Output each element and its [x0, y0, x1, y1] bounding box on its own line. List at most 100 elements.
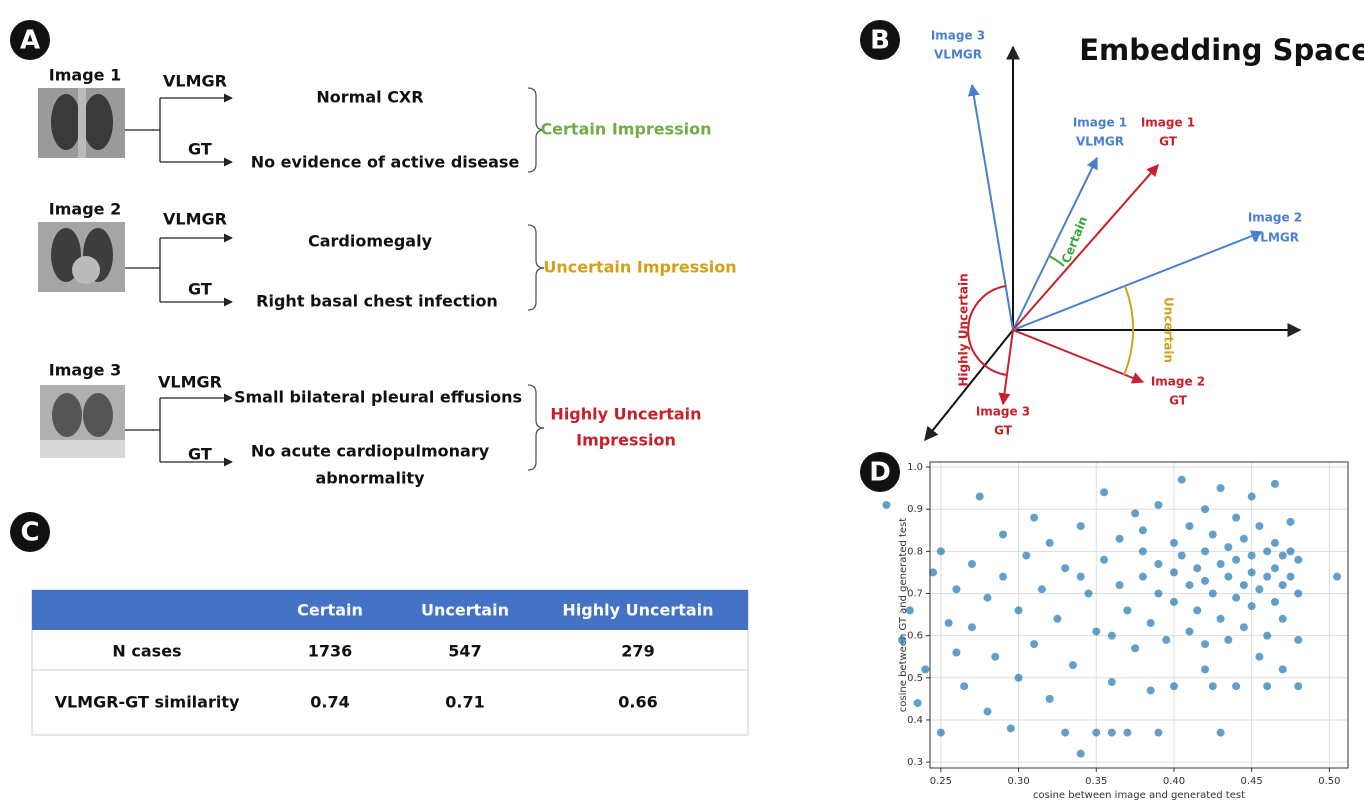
point: [960, 682, 969, 691]
y-tick-label: 0.9: [907, 504, 923, 515]
point: [1014, 673, 1023, 682]
point: [1014, 606, 1023, 615]
angle-arc: [1123, 285, 1135, 376]
connector: [125, 238, 161, 302]
table-header: [32, 590, 748, 630]
point: [967, 560, 976, 568]
point: [1045, 694, 1054, 703]
point: [1169, 538, 1178, 547]
point: [1216, 484, 1225, 493]
point: [1030, 640, 1039, 649]
vector-label: VLMGR: [934, 48, 982, 62]
point: [1131, 509, 1140, 518]
axis: [924, 329, 1014, 442]
point: [1169, 682, 1178, 691]
point: [1239, 534, 1248, 543]
xray: [38, 88, 125, 158]
x-tick-label: 0.35: [1085, 776, 1107, 787]
point: [1169, 568, 1178, 577]
point: [936, 547, 945, 556]
point: [1162, 635, 1171, 644]
point: [952, 585, 961, 594]
cell: 547: [448, 642, 481, 661]
point: [1061, 564, 1070, 573]
point: [1100, 488, 1109, 497]
x-tick-label: 0.30: [1007, 776, 1029, 787]
point: [1076, 522, 1085, 531]
panel-label: B: [860, 20, 900, 60]
x-tick-label: 0.40: [1163, 776, 1185, 787]
row-label: VLMGR-GT similarity: [55, 693, 240, 712]
vector-label: Image 3: [976, 405, 1030, 419]
y-tick-label: 0.8: [907, 546, 923, 557]
report-text: Small bilateral pleural effusions: [234, 388, 522, 407]
point: [1333, 572, 1342, 581]
point: [1154, 728, 1163, 737]
vector: [1012, 329, 1145, 384]
vector: [1012, 164, 1159, 331]
point: [1154, 589, 1163, 598]
point: [1294, 589, 1303, 598]
point: [1224, 543, 1233, 552]
point: [1115, 534, 1124, 543]
impression: Impression: [576, 431, 676, 450]
point: [1138, 572, 1147, 581]
vector: [998, 329, 1014, 406]
point: [1232, 593, 1241, 602]
y-tick-label: 0.7: [907, 589, 923, 600]
point: [1208, 589, 1217, 598]
brace: [527, 87, 545, 173]
point: [1247, 568, 1256, 577]
branch-label: GT: [188, 280, 212, 299]
point: [1201, 640, 1210, 649]
point: [1232, 555, 1241, 564]
point: [1286, 547, 1295, 556]
point: [1045, 538, 1054, 547]
y-tick-label: 0.6: [907, 631, 923, 642]
cell: 0.71: [445, 693, 484, 712]
point: [882, 500, 891, 509]
panel-letter: D: [869, 458, 891, 488]
y-tick-label: 0.3: [907, 757, 923, 768]
y-tick-label: 0.4: [907, 715, 923, 726]
point: [1154, 500, 1163, 509]
point: [1185, 627, 1194, 636]
panel-letter: A: [20, 26, 40, 56]
x-tick-label: 0.50: [1318, 776, 1340, 787]
point: [1092, 728, 1101, 737]
report-text: abnormality: [315, 469, 425, 488]
point: [1208, 530, 1217, 539]
vector-label: Image 1: [1141, 116, 1195, 130]
point: [967, 623, 976, 632]
point: [983, 593, 992, 602]
column-header: Highly Uncertain: [562, 601, 713, 620]
point: [1154, 560, 1163, 568]
point: [1022, 551, 1031, 560]
point: [913, 699, 922, 708]
point: [1224, 572, 1233, 581]
vector: [1012, 230, 1264, 331]
brace: [527, 224, 545, 311]
point: [1123, 606, 1132, 615]
point: [1146, 686, 1155, 695]
point: [1294, 682, 1303, 691]
angle-arc: [967, 285, 1008, 376]
point: [1107, 631, 1116, 640]
point: [1216, 728, 1225, 737]
point: [1201, 547, 1210, 556]
report-text: No acute cardiopulmonary: [251, 442, 490, 461]
point: [1294, 635, 1303, 644]
panel-letter: B: [870, 26, 890, 56]
point: [1294, 555, 1303, 564]
point: [1216, 560, 1225, 568]
point: [1286, 572, 1295, 581]
point: [1278, 551, 1287, 560]
point: [1232, 513, 1241, 522]
point: [1247, 492, 1256, 501]
point: [991, 652, 1000, 661]
point: [1278, 665, 1287, 674]
point: [1177, 551, 1186, 560]
column-header: Certain: [297, 601, 363, 620]
point: [1177, 475, 1186, 484]
branch-label: VLMGR: [158, 373, 222, 392]
